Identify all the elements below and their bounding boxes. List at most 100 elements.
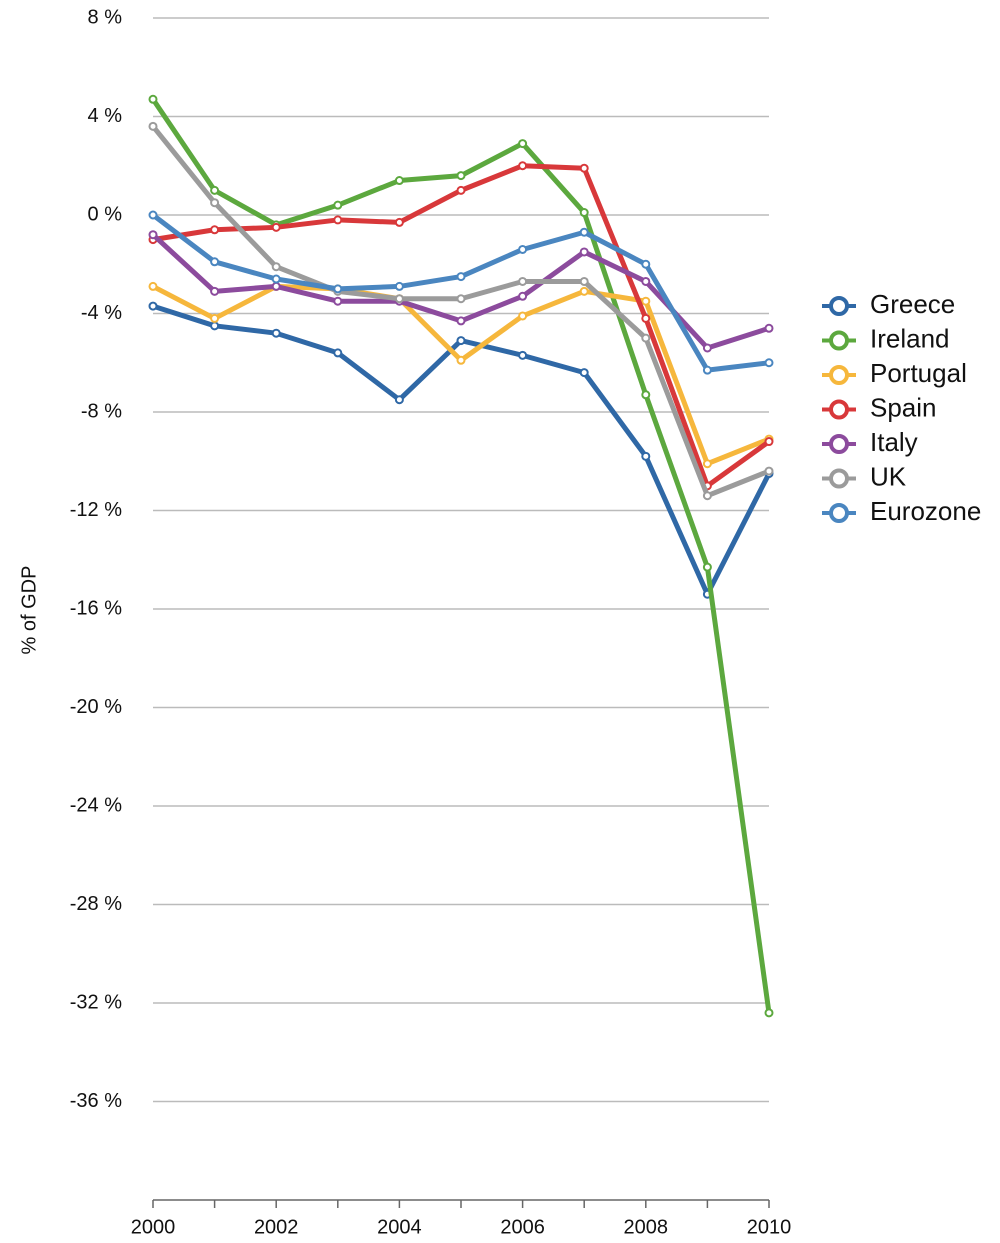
point [210, 286, 220, 296]
legend-marker [829, 365, 849, 385]
point [579, 368, 589, 378]
point [271, 328, 281, 338]
point [148, 301, 158, 311]
point [641, 276, 651, 286]
legend-label: Eurozone [870, 496, 981, 526]
point [579, 208, 589, 218]
y-tick-label: -12 % [70, 499, 122, 521]
point [456, 336, 466, 346]
point [271, 281, 281, 291]
point [210, 313, 220, 323]
point [333, 296, 343, 306]
y-tick-label: -20 % [70, 696, 122, 718]
point [641, 259, 651, 269]
point [210, 321, 220, 331]
point [579, 276, 589, 286]
point [456, 316, 466, 326]
point [456, 185, 466, 195]
legend-marker [829, 296, 849, 316]
point [333, 215, 343, 225]
y-tick-label: -8 % [81, 400, 122, 422]
point [456, 294, 466, 304]
y-tick-label: -28 % [70, 893, 122, 915]
point [641, 451, 651, 461]
x-tick-label: 2004 [377, 1216, 422, 1238]
point [764, 323, 774, 333]
point [210, 257, 220, 267]
point [518, 244, 528, 254]
point [271, 262, 281, 272]
point [518, 311, 528, 321]
x-tick-label: 2002 [254, 1216, 299, 1238]
y-tick-label: 4 % [88, 105, 123, 127]
y-tick-label: -36 % [70, 1090, 122, 1112]
point [641, 333, 651, 343]
point [148, 94, 158, 104]
point [456, 171, 466, 181]
legend-marker [829, 503, 849, 523]
point [394, 281, 404, 291]
y-tick-label: -24 % [70, 794, 122, 816]
x-tick-label: 2008 [624, 1216, 669, 1238]
point [394, 217, 404, 227]
point [641, 296, 651, 306]
legend-label: UK [870, 461, 907, 491]
y-tick-label: -4 % [81, 302, 122, 324]
point [702, 459, 712, 469]
legend-marker [829, 399, 849, 420]
point [333, 200, 343, 210]
series-line [152, 303, 772, 597]
point [518, 161, 528, 171]
legend-label: Greece [870, 289, 955, 319]
point [148, 230, 158, 240]
point [148, 121, 158, 131]
series-line [151, 124, 770, 499]
point [518, 276, 528, 286]
point [394, 395, 404, 405]
point [641, 313, 651, 323]
point [702, 562, 712, 572]
point [456, 272, 466, 282]
x-tick-label: 2006 [500, 1216, 545, 1238]
point [210, 198, 220, 208]
point [702, 343, 712, 353]
point [641, 390, 651, 400]
point [579, 247, 589, 257]
point [394, 176, 404, 186]
point [271, 222, 281, 232]
y-tick-label: 0 % [88, 203, 123, 225]
point [518, 350, 528, 360]
y-tick-label: -32 % [70, 991, 122, 1013]
point [579, 286, 589, 296]
x-tick-label: 2010 [747, 1216, 792, 1238]
point [764, 1008, 774, 1018]
point [333, 348, 343, 358]
point [333, 284, 343, 294]
point [148, 281, 158, 291]
y-tick-label: -16 % [70, 597, 122, 619]
point [764, 358, 774, 368]
point [394, 294, 404, 304]
y-axis-label: % of GDP [18, 566, 40, 655]
legend-marker [829, 468, 849, 489]
legend-marker [829, 434, 849, 454]
point [518, 291, 528, 301]
legend-marker [829, 330, 849, 351]
point [702, 365, 712, 375]
legend-label: Portugal [870, 358, 967, 388]
point [456, 355, 466, 365]
point [271, 274, 281, 284]
point [764, 437, 774, 447]
point [764, 466, 774, 476]
y-tick-label: 8 % [88, 6, 123, 28]
series-line [152, 163, 771, 489]
point [702, 491, 712, 501]
point [148, 210, 158, 220]
point [210, 225, 220, 235]
x-tick-label: 2000 [131, 1216, 176, 1238]
legend-label: Italy [870, 427, 918, 457]
point [579, 227, 589, 237]
point [518, 139, 528, 149]
legend-label: Ireland [870, 323, 950, 353]
